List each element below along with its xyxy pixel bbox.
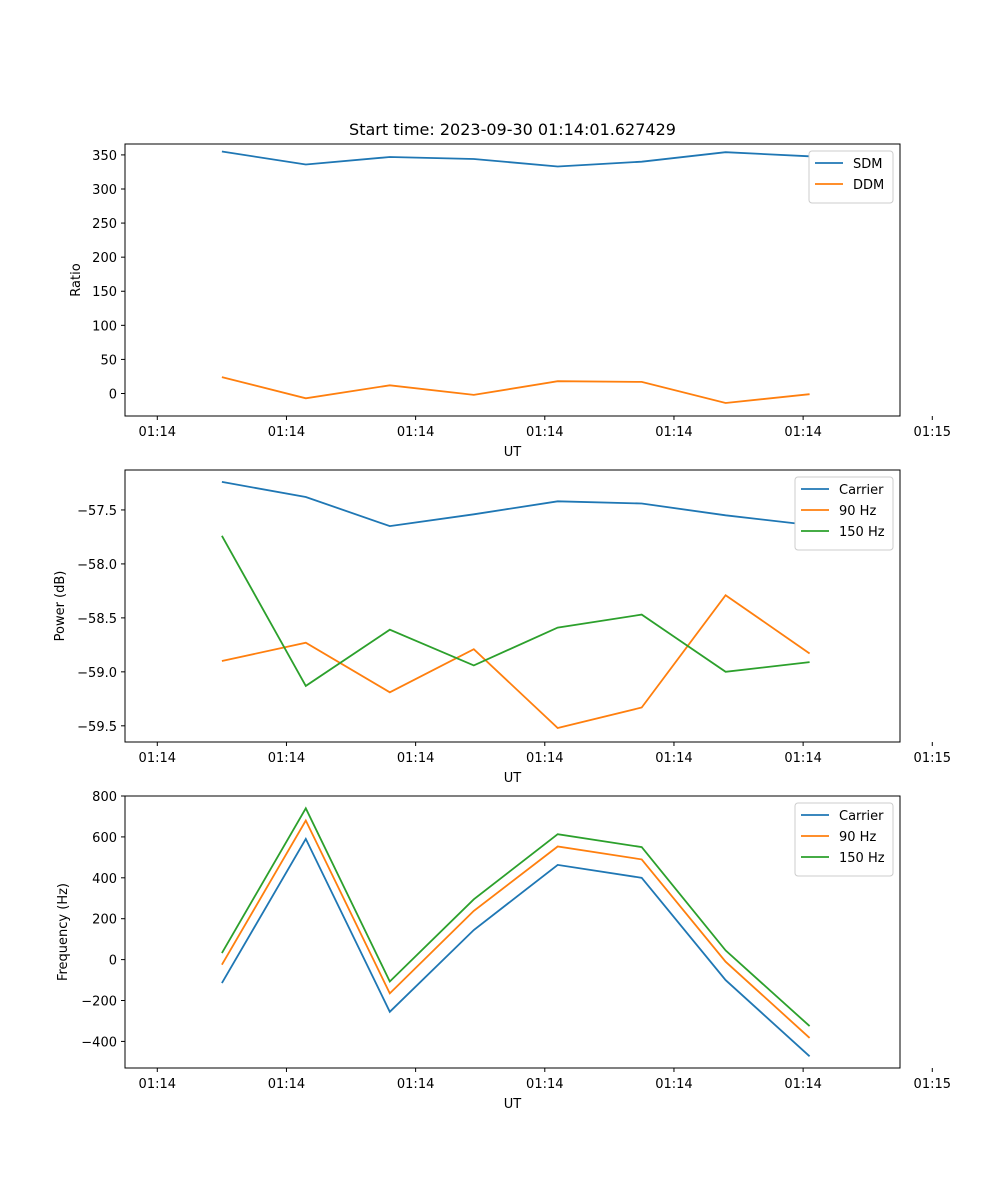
y-tick-label: 300 xyxy=(92,183,117,198)
x-tick-label: 01:14 xyxy=(526,751,563,766)
y-axis-label: Frequency (Hz) xyxy=(56,883,71,981)
y-tick-label: −59.0 xyxy=(77,666,117,681)
y-tick-label: 200 xyxy=(92,251,117,266)
x-tick-label: 01:14 xyxy=(397,1077,434,1092)
axes-frame xyxy=(124,143,901,417)
y-tick-label: 50 xyxy=(100,353,117,368)
x-axis-label: UT xyxy=(504,445,522,460)
y-axis-label: Ratio xyxy=(69,263,84,296)
legend-label: 150 Hz xyxy=(839,851,885,866)
y-tick-label: 600 xyxy=(92,831,117,846)
x-tick-label: 01:15 xyxy=(914,425,951,440)
legend-label: 90 Hz xyxy=(839,504,876,519)
x-tick-label: 01:14 xyxy=(397,751,434,766)
y-tick-label: −58.5 xyxy=(77,612,117,627)
x-tick-label: 01:14 xyxy=(397,425,434,440)
x-axis-label: UT xyxy=(504,771,522,786)
x-tick-label: 01:14 xyxy=(139,751,176,766)
series-line-carrier xyxy=(221,481,810,528)
x-tick-label: 01:14 xyxy=(268,425,305,440)
series-line-carrier xyxy=(221,836,811,1057)
y-axis-label: Power (dB) xyxy=(53,571,68,642)
x-tick-label: 01:15 xyxy=(914,1077,951,1092)
x-tick-label: 01:14 xyxy=(268,751,305,766)
subplot-3: 01:14 01:14 01:14 01:14 01:14 01:14 01:15 −400 −… xyxy=(56,790,951,1112)
x-tick-label: 01:14 xyxy=(784,425,821,440)
y-tick-label: −57.5 xyxy=(77,504,117,519)
legend: Carrier 90 Hz 150 Hz xyxy=(794,476,894,551)
y-tick-label: 100 xyxy=(92,319,117,334)
legend-label: SDM xyxy=(853,157,882,172)
subplot-2: 01:14 01:14 01:14 01:14 01:14 01:14 01:15 −59.5… xyxy=(53,469,951,786)
y-tick-label: −200 xyxy=(81,995,117,1010)
legend-label: Carrier xyxy=(839,483,884,498)
chart-title: Start time: 2023-09-30 01:14:01.627429 xyxy=(349,120,676,139)
y-tick-label: −58.0 xyxy=(77,558,117,573)
y-tick-label: −59.5 xyxy=(77,720,117,735)
series-line-150-hz xyxy=(221,806,811,1027)
y-tick-label: 400 xyxy=(92,872,117,887)
legend: SDM DDM xyxy=(808,150,894,204)
x-tick-label: 01:14 xyxy=(139,1077,176,1092)
x-tick-label: 01:14 xyxy=(655,425,692,440)
y-tick-label: 250 xyxy=(92,217,117,232)
legend-label: DDM xyxy=(853,178,884,193)
x-tick-label: 01:14 xyxy=(526,1077,563,1092)
x-tick-label: 01:14 xyxy=(784,1077,821,1092)
subplot-1: 01:14 01:14 01:14 01:14 01:14 01:14 01:15 0 50 10… xyxy=(69,120,951,460)
y-tick-label: 0 xyxy=(109,954,117,969)
y-tick-label: 200 xyxy=(92,913,117,928)
x-tick-label: 01:14 xyxy=(139,425,176,440)
x-tick-label: 01:14 xyxy=(655,751,692,766)
legend-label: Carrier xyxy=(839,809,884,824)
axes-frame xyxy=(124,469,901,743)
x-tick-label: 01:14 xyxy=(268,1077,305,1092)
legend: Carrier 90 Hz 150 Hz xyxy=(794,802,894,877)
x-tick-label: 01:14 xyxy=(526,425,563,440)
x-axis-label: UT xyxy=(504,1097,522,1112)
series-line-ddm xyxy=(221,376,810,404)
legend-label: 150 Hz xyxy=(839,525,885,540)
y-tick-label: 350 xyxy=(92,149,117,164)
x-tick-label: 01:14 xyxy=(655,1077,692,1092)
y-tick-label: 150 xyxy=(92,285,117,300)
x-tick-label: 01:15 xyxy=(914,751,951,766)
series-line-150-hz xyxy=(221,535,810,688)
y-tick-label: 0 xyxy=(109,388,117,403)
y-tick-label: 800 xyxy=(92,790,117,805)
legend-box xyxy=(808,150,894,204)
series-line-90-hz xyxy=(221,818,811,1039)
axes-frame xyxy=(124,795,901,1069)
series-line-sdm xyxy=(221,150,810,168)
series-line-90-hz xyxy=(221,593,811,729)
x-tick-label: 01:14 xyxy=(784,751,821,766)
y-tick-label: −400 xyxy=(81,1035,117,1050)
legend-label: 90 Hz xyxy=(839,830,876,845)
